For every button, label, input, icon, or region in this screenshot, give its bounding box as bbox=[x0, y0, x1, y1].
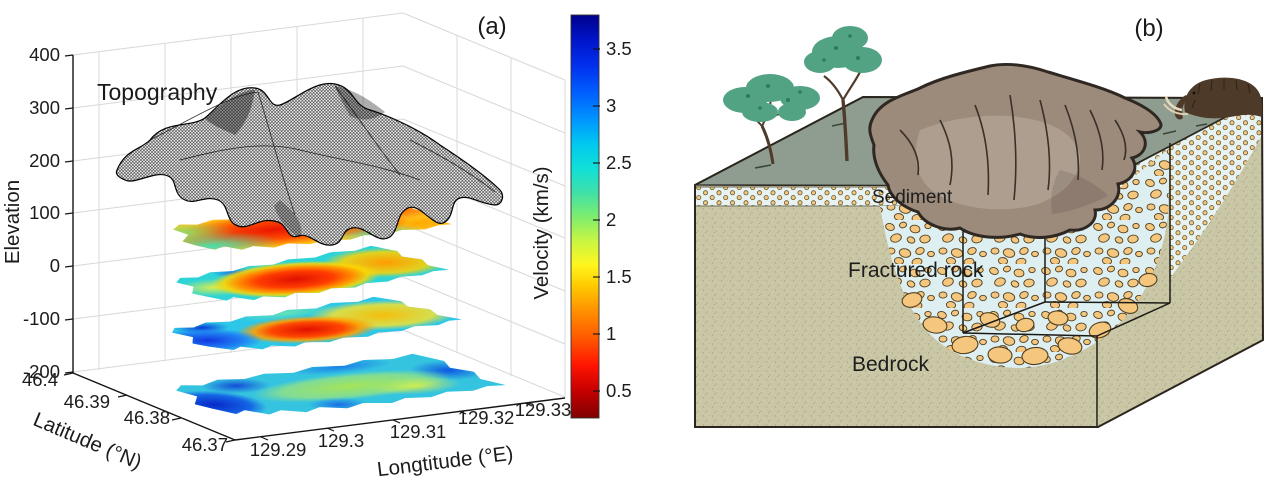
cbar-tick: 1.5 bbox=[606, 266, 632, 287]
fractured-rock-right-face bbox=[1170, 102, 1262, 278]
lon-tick: 129.3 bbox=[318, 430, 364, 451]
elevation-tick-labels: 400 300 200 100 0 -100 -200 bbox=[23, 44, 60, 382]
sediment-label: Sediment bbox=[872, 187, 953, 208]
tree-canopy bbox=[804, 26, 882, 73]
longitude-tick-labels: 129.29 129.3 129.31 129.32 129.33 bbox=[250, 399, 572, 460]
block-outline bbox=[694, 95, 1265, 428]
fractured-rock-label: Fractured rock bbox=[848, 259, 984, 282]
colorbar: 3.5 3 2.5 2 1.5 1 0.5 Velocity (km/s) bbox=[530, 14, 632, 419]
mammoth-tusk bbox=[1163, 103, 1189, 116]
topography-annotation: Topography bbox=[97, 79, 218, 105]
mammoth-fur bbox=[1191, 79, 1251, 109]
mammoth-tusk bbox=[1164, 95, 1183, 112]
large-pebbles bbox=[901, 272, 1158, 366]
blob-crack-lines bbox=[899, 94, 1127, 201]
tree-left bbox=[723, 74, 820, 165]
cutaway-box-lines bbox=[962, 143, 1171, 427]
elev-tick: 300 bbox=[29, 97, 60, 118]
panel-b-tag: (b) bbox=[1134, 15, 1163, 42]
cbar-tick: 0.5 bbox=[606, 380, 632, 401]
cbar-tick: 3 bbox=[606, 95, 616, 116]
cbar-tick: 3.5 bbox=[606, 38, 632, 59]
colorbar-label: Velocity (km/s) bbox=[530, 166, 553, 299]
lat-tick: 46.39 bbox=[64, 391, 110, 412]
elev-tick: -100 bbox=[23, 308, 60, 329]
bedrock-label: Bedrock bbox=[852, 353, 930, 376]
elevation-axis-label: Elevation bbox=[1, 180, 24, 264]
panel-a-tag: (a) bbox=[477, 13, 506, 40]
elev-tick: 200 bbox=[29, 150, 60, 171]
elev-tick: 0 bbox=[50, 255, 60, 276]
mesh-shading bbox=[205, 90, 255, 135]
colorbar-ticks bbox=[593, 48, 600, 392]
lon-tick: 129.29 bbox=[250, 439, 307, 460]
fractured-rock-bowl bbox=[880, 148, 1170, 368]
lon-tick: 129.31 bbox=[390, 421, 447, 442]
breccia-blob bbox=[868, 62, 1163, 239]
tree-right bbox=[804, 26, 882, 162]
cbar-tick: 1 bbox=[606, 323, 616, 344]
cbar-tick: 2 bbox=[606, 209, 616, 230]
lat-tick: 46.37 bbox=[182, 434, 228, 455]
cbar-tick: 2.5 bbox=[606, 152, 632, 173]
mammoth bbox=[1163, 77, 1262, 120]
elev-tick: -200 bbox=[23, 361, 60, 382]
colorbar-gradient bbox=[570, 14, 600, 419]
lat-tick: 46.4 bbox=[22, 369, 58, 390]
latitude-tick-labels: 46.4 46.39 46.38 46.37 bbox=[22, 369, 228, 455]
elev-tick: 400 bbox=[29, 44, 60, 65]
elev-tick: 100 bbox=[29, 202, 60, 223]
lon-tick: 129.33 bbox=[515, 399, 572, 420]
tree-canopy bbox=[723, 74, 820, 122]
blob-highlight bbox=[915, 115, 1081, 210]
mammoth-eye bbox=[1192, 91, 1196, 95]
